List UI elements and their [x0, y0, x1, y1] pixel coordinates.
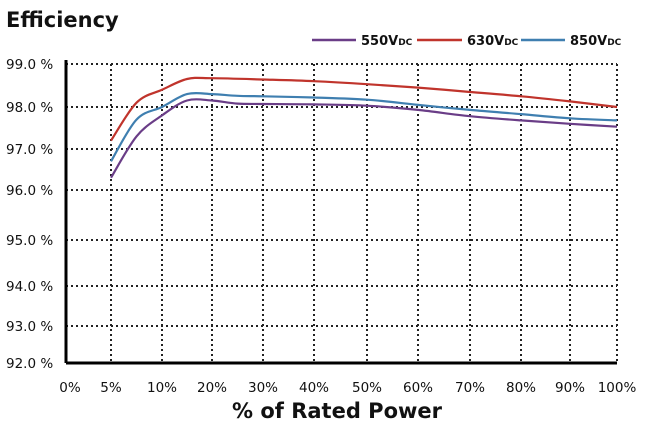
series-line-2	[110, 76, 618, 142]
legend-label-3: 850VDC	[570, 34, 622, 49]
x-tick-label: 70%	[455, 380, 485, 396]
x-tick-label: 90%	[555, 380, 585, 396]
series-line-3	[110, 91, 618, 162]
x-tick-label: 50%	[352, 380, 382, 396]
x-tick-label: 80%	[506, 380, 536, 396]
y-tick-label: 95.0 %	[6, 233, 53, 249]
y-tick-label: 92.0 %	[6, 356, 53, 372]
series-line-1	[110, 98, 618, 179]
legend: 550VDC 630VDC 850VDC	[312, 34, 622, 49]
x-tick-label: 5%	[100, 380, 122, 396]
y-tick-label: 97.0 %	[6, 142, 53, 158]
grid	[66, 63, 618, 363]
x-tick-label: 20%	[197, 380, 227, 396]
x-tick-label: 100%	[598, 380, 637, 396]
x-tick-label: 60%	[403, 380, 433, 396]
x-tick-label: 30%	[248, 380, 278, 396]
x-tick-label: 10%	[147, 380, 177, 396]
x-tick-label: 0%	[59, 380, 81, 396]
chart-title: Efficiency	[6, 8, 119, 32]
y-tick-label: 96.0 %	[6, 183, 53, 199]
legend-label-1: 550VDC	[361, 34, 413, 49]
y-tick-labels: 99.0 % 98.0 % 97.0 % 96.0 % 95.0 % 94.0 % 93.0…	[6, 57, 53, 372]
x-tick-label: 40%	[299, 380, 329, 396]
legend-label-2: 630VDC	[467, 34, 519, 49]
y-tick-label: 98.0 %	[6, 100, 53, 116]
x-tick-labels: 0% 5% 10% 20% 30% 40% 50% 60% 70% 80% 90% 100%	[59, 380, 636, 396]
y-tick-label: 93.0 %	[6, 319, 53, 335]
y-tick-label: 94.0 %	[6, 279, 53, 295]
series-lines	[110, 76, 618, 179]
x-axis-label: % of Rated Power	[232, 399, 443, 423]
axes	[64, 60, 617, 365]
y-tick-label: 99.0 %	[6, 57, 53, 73]
